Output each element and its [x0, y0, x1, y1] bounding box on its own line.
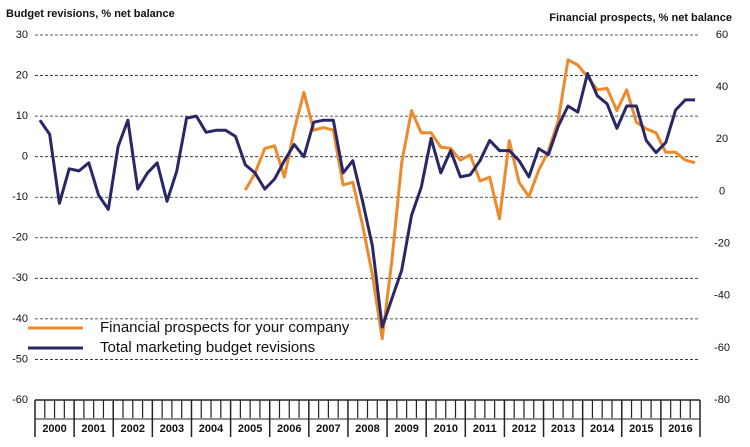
y-tick-label: 20	[16, 69, 28, 81]
y-tick-label: -20	[12, 232, 28, 244]
y-tick-label: 10	[16, 110, 28, 122]
x-tick-label: 2012	[512, 423, 536, 435]
y-tick-label: 0	[22, 151, 28, 163]
y-tick-label: -40	[12, 313, 28, 325]
y2-tick-label: 0	[719, 185, 725, 197]
y2-tick-label: 60	[716, 29, 728, 41]
x-tick-label: 2005	[238, 423, 262, 435]
y-axis-title: Budget revisions, % net balance	[6, 8, 175, 20]
series-line	[38, 72, 696, 329]
x-tick-label: 2011	[473, 423, 497, 435]
y2-tick-label: -40	[714, 290, 730, 302]
x-tick-label: 2010	[433, 423, 457, 435]
x-tick-label: 2006	[277, 423, 301, 435]
y2-tick-label: -80	[714, 394, 730, 406]
x-tick-label: 2000	[42, 423, 66, 435]
x-tick-label: 2016	[668, 423, 692, 435]
x-tick-label: 2014	[590, 423, 615, 435]
x-tick-label: 2001	[81, 423, 105, 435]
legend-label: Financial prospects for your company	[100, 319, 350, 336]
y-tick-label: -10	[12, 191, 28, 203]
x-tick-label: 2002	[121, 423, 145, 435]
legend-label: Total marketing budget revisions	[100, 339, 315, 356]
y-tick-label: 30	[16, 29, 28, 41]
y-tick-label: -50	[12, 353, 28, 365]
y2-tick-label: 40	[716, 81, 728, 93]
x-tick-label: 2013	[551, 423, 575, 435]
x-tick-label: 2007	[316, 423, 340, 435]
x-tick-label: 2015	[629, 423, 653, 435]
x-tick-label: 2004	[199, 423, 224, 435]
y2-tick-label: 20	[716, 133, 728, 145]
y2-axis-title: Financial prospects, % net balance	[549, 12, 732, 24]
y2-tick-label: -60	[714, 342, 730, 354]
x-tick-label: 2003	[160, 423, 184, 435]
y2-tick-label: -20	[714, 237, 730, 249]
y-tick-label: -30	[12, 272, 28, 284]
x-tick-label: 2008	[355, 423, 379, 435]
x-tick-label: 2009	[394, 423, 418, 435]
series-line	[243, 58, 696, 341]
y-tick-label: -60	[12, 394, 28, 406]
